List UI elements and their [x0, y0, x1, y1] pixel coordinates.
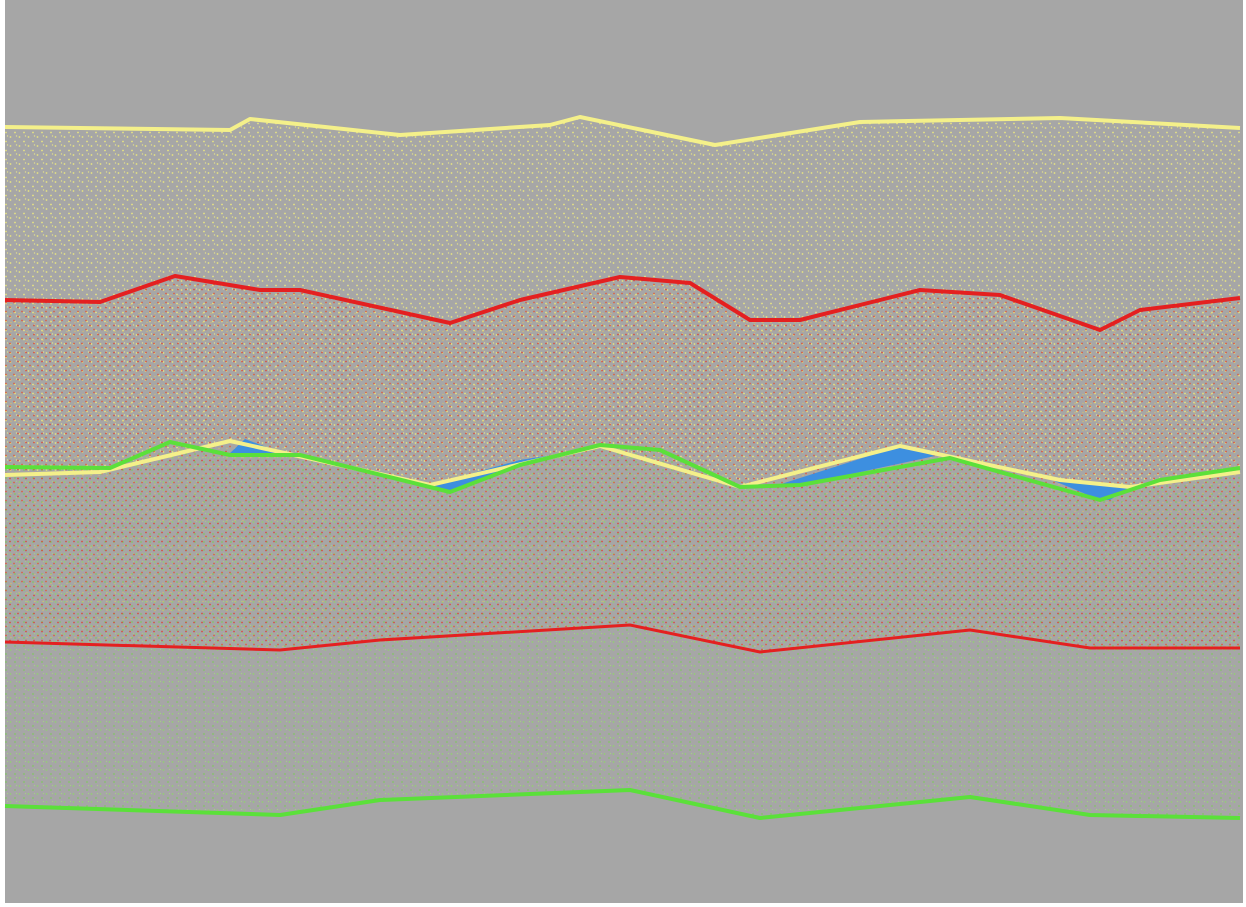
page: [0, 0, 1246, 907]
red-band: [5, 276, 1240, 652]
stipple-bands: [0, 0, 1246, 907]
